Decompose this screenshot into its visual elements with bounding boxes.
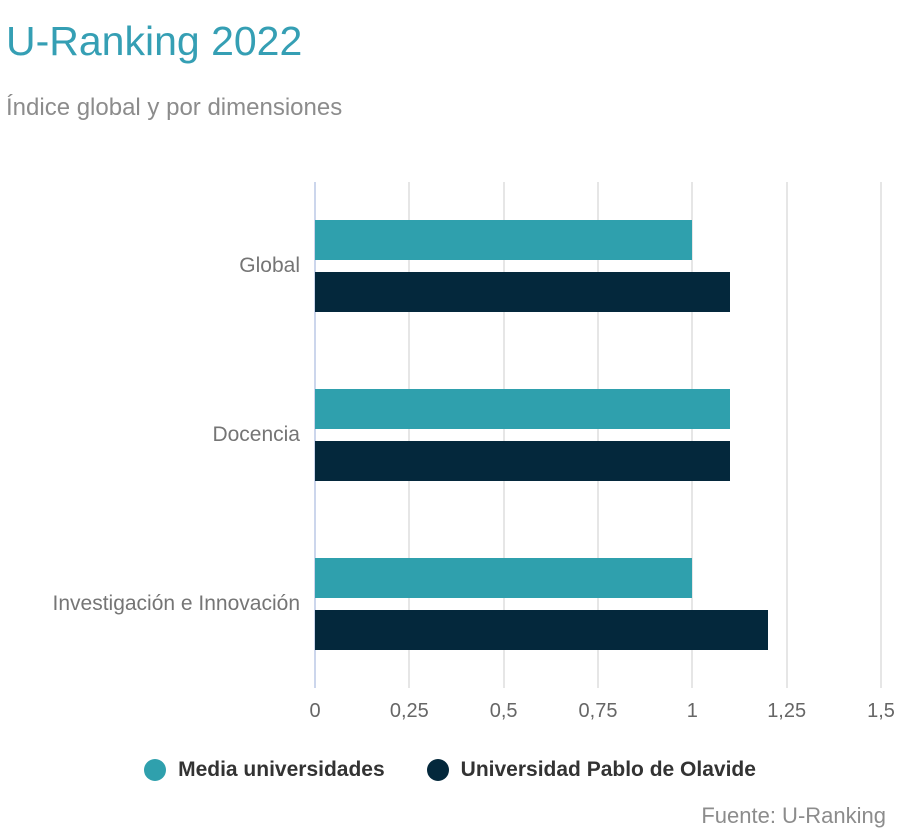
- legend-label: Media universidades: [178, 758, 385, 781]
- x-tick-label-0,25: 0,25: [389, 700, 429, 722]
- x-tick-label-1,5: 1,5: [867, 700, 895, 722]
- bar-universidad-pablo-de-olavide-docencia[interactable]: [315, 441, 731, 481]
- chart-subtitle: Índice global y por dimensiones: [6, 94, 343, 121]
- legend-item-media-universidades[interactable]: Media universidades: [144, 758, 385, 782]
- legend-marker-icon: [144, 759, 167, 781]
- plot-area: [314, 182, 882, 688]
- gridline-x-0,75: [597, 182, 599, 688]
- legend-marker-icon: [426, 759, 449, 781]
- gridline-x-0,5: [502, 182, 505, 688]
- x-tick-label-1,25: 1,25: [767, 700, 807, 722]
- bar-media-universidades-global[interactable]: [315, 220, 693, 261]
- x-tick-label-0,75: 0,75: [578, 700, 618, 722]
- gridline-x-0,25: [408, 182, 411, 688]
- gridline-x-1: [691, 182, 694, 688]
- category-label-docencia: Docencia: [212, 423, 300, 446]
- legend: Media universidades Universidad Pablo de …: [0, 758, 900, 782]
- category-label-investigacion-e-innovacion: Investigación e Innovación: [52, 591, 301, 615]
- bar-media-universidades-investigacion-e-innovacion[interactable]: [315, 557, 693, 598]
- x-tick-label-1: 1: [686, 700, 698, 722]
- legend-item-universidad-pablo-de-olavide[interactable]: Universidad Pablo de Olavide: [426, 758, 756, 782]
- bar-universidad-pablo-de-olavide-investigacion-e-innovacion[interactable]: [315, 609, 768, 650]
- legend-label: Universidad Pablo de Olavide: [460, 758, 756, 781]
- bar-media-universidades-docencia[interactable]: [315, 389, 731, 429]
- category-label-global: Global: [239, 254, 300, 278]
- gridline-x-1,5: [880, 182, 882, 688]
- bar-universidad-pablo-de-olavide-global[interactable]: [315, 272, 731, 313]
- y-axis-line: [314, 182, 316, 688]
- chart-title: U-Ranking 2022: [6, 18, 303, 64]
- gridline-x-1,25: [785, 182, 788, 688]
- source-credit: Fuente: U-Ranking: [701, 803, 886, 828]
- x-tick-label-0: 0: [309, 700, 321, 722]
- x-tick-label-0,5: 0,5: [489, 700, 518, 722]
